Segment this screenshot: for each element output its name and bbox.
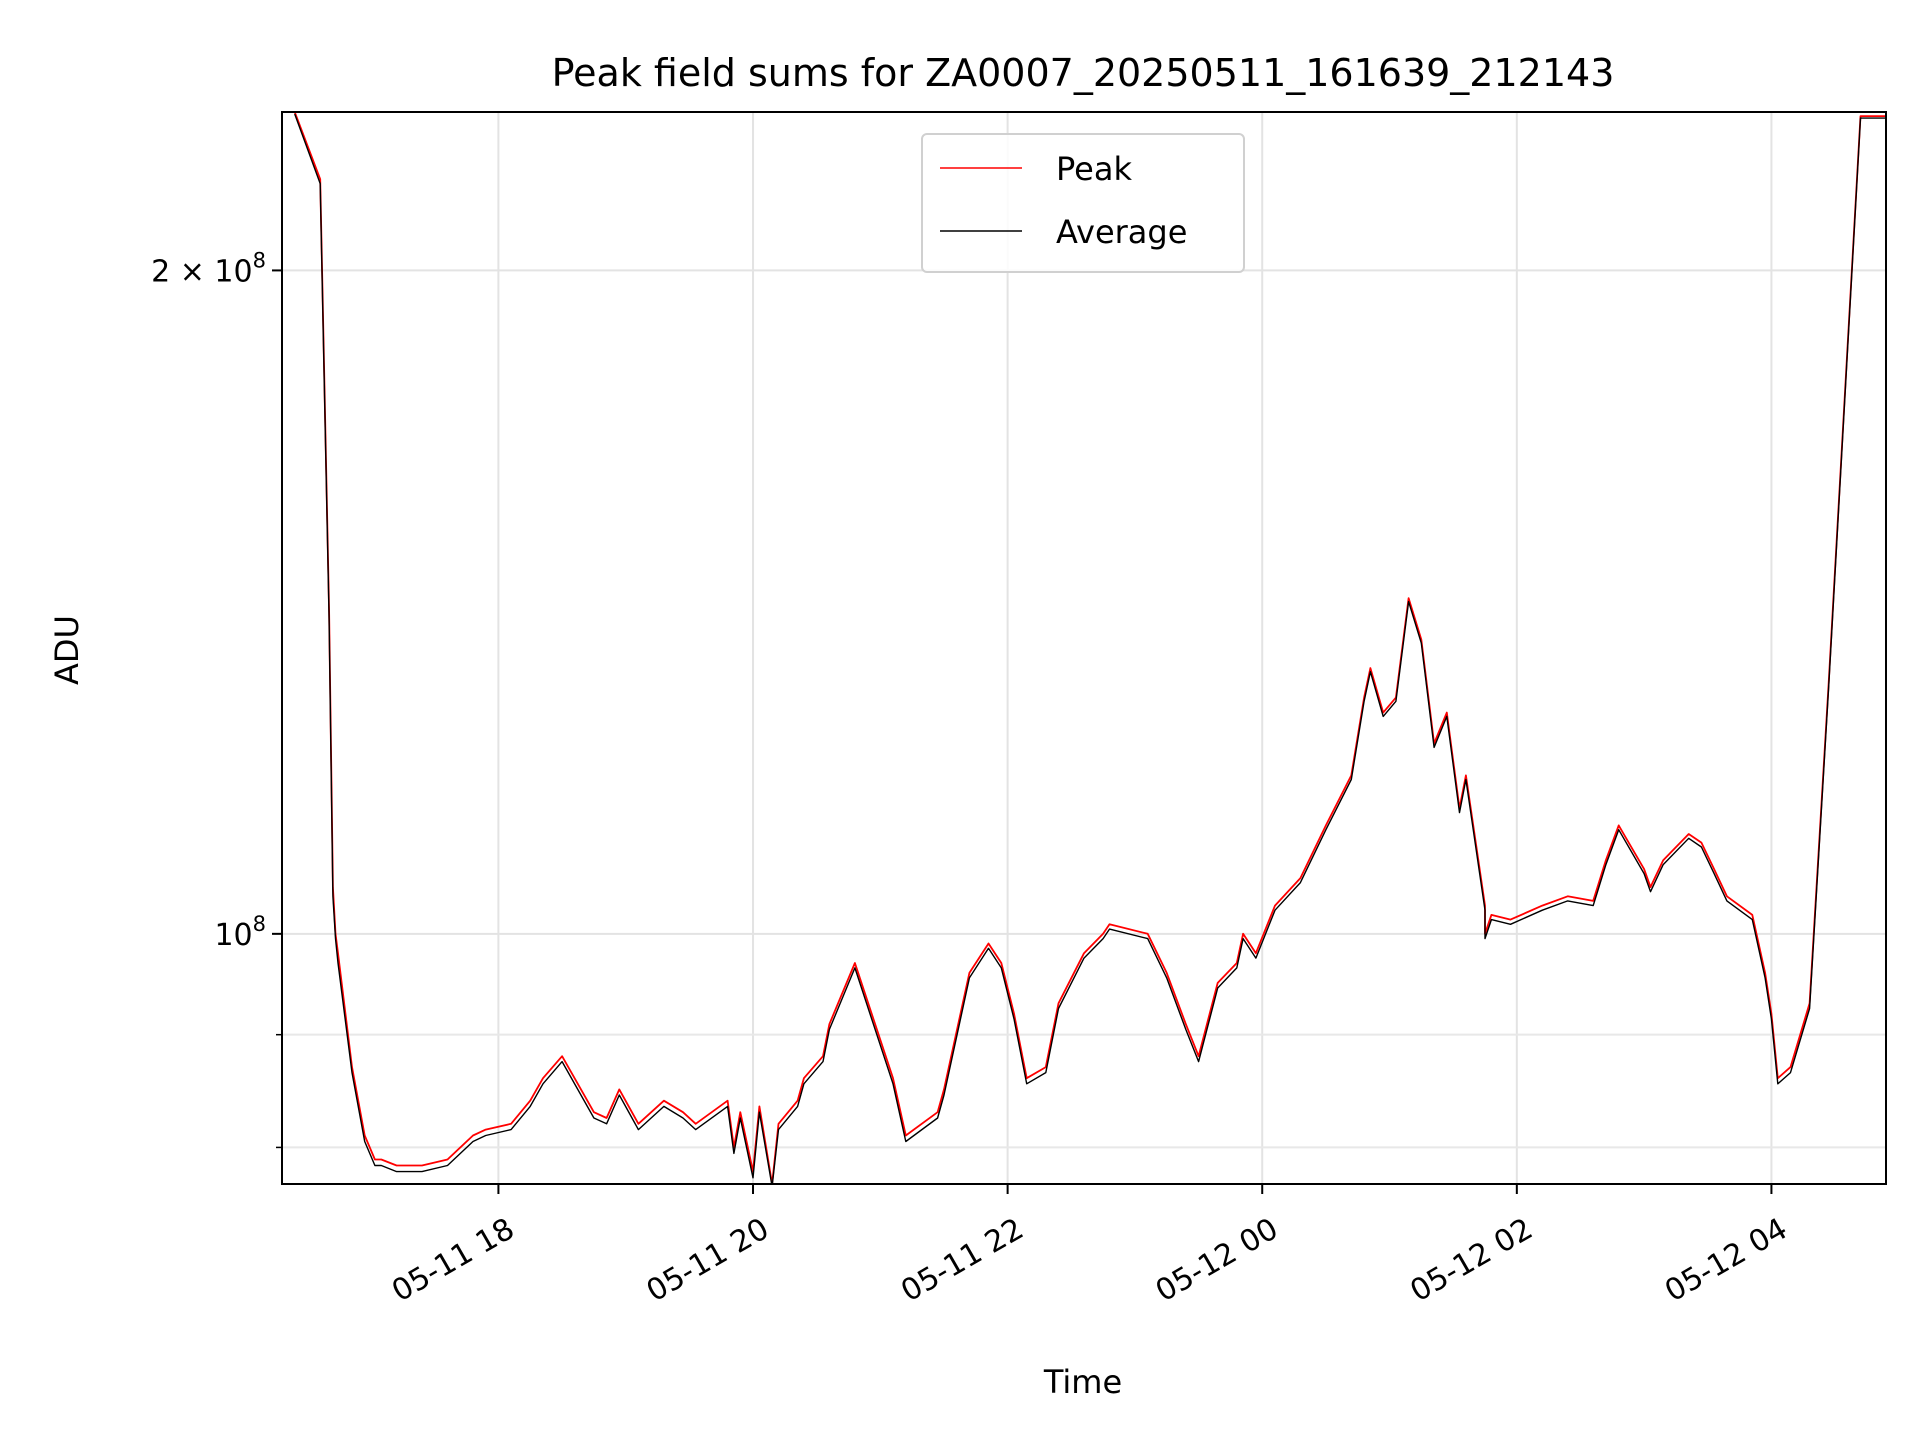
grid — [282, 112, 1886, 1184]
x-tick-label: 05-11 22 — [895, 1211, 1029, 1309]
y-tick-label: 108 — [214, 912, 266, 953]
x-tick-label: 05-12 04 — [1659, 1211, 1793, 1309]
y-tick-label: 2 × 108 — [151, 248, 266, 289]
y-axis: 108 2 × 108 — [151, 248, 282, 1149]
legend-label-peak: Peak — [1056, 150, 1132, 188]
x-tick-label: 05-12 00 — [1150, 1211, 1284, 1309]
x-tick-label: 05-12 02 — [1405, 1211, 1539, 1309]
plot-frame — [281, 111, 1887, 1185]
series-line-average — [294, 113, 1886, 1184]
x-tick-label: 05-11 20 — [641, 1211, 775, 1309]
legend: Peak Average — [921, 133, 1245, 273]
x-axis: 05-11 18 05-11 20 05-11 22 05-12 00 05-12 02… — [386, 1184, 1793, 1309]
legend-label-average: Average — [1056, 213, 1187, 251]
series-line-peak — [293, 112, 1886, 1184]
chart-title: Peak field sums for ZA0007_20250511_1616… — [552, 51, 1615, 95]
series-group — [293, 112, 1886, 1184]
y-axis-label: ADU — [48, 615, 86, 685]
x-axis-label: Time — [1043, 1363, 1122, 1401]
x-tick-label: 05-11 18 — [386, 1211, 520, 1309]
